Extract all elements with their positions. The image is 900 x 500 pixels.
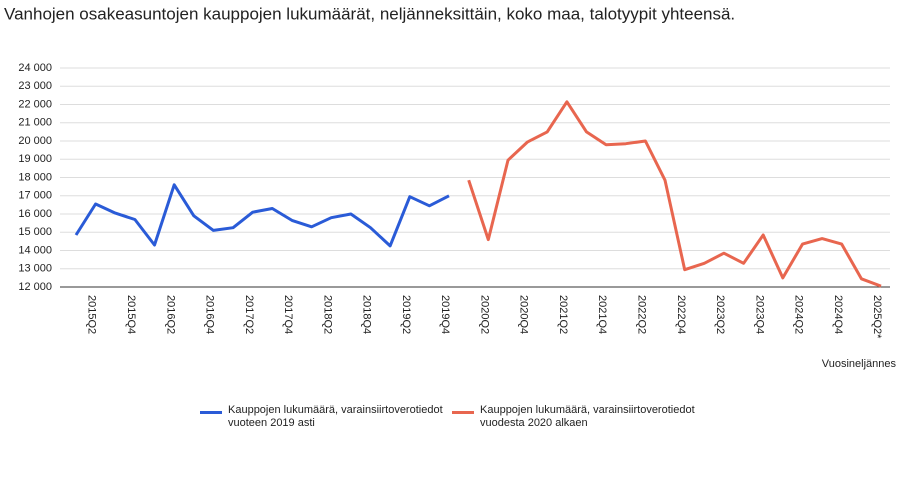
y-tick-label: 18 000 (18, 171, 52, 183)
y-tick-label: 22 000 (18, 98, 52, 110)
x-axis-label: Vuosineljännes (822, 358, 897, 370)
x-tick-label: 2021Q4 (596, 295, 608, 334)
x-tick-label: 2019Q4 (439, 295, 451, 334)
y-tick-label: 20 000 (18, 135, 52, 147)
y-tick-label: 21 000 (18, 117, 52, 129)
legend-item: Kauppojen lukumäärä, varainsiirtoverotie… (200, 404, 450, 430)
legend-swatch (200, 411, 222, 414)
legend-label: Kauppojen lukumäärä, varainsiirtoverotie… (228, 404, 443, 429)
x-tick-label: 2018Q4 (361, 295, 373, 334)
legend-item: Kauppojen lukumäärä, varainsiirtoverotie… (452, 404, 702, 430)
x-tick-label: 2021Q2 (557, 295, 569, 334)
x-tick-label: 2020Q2 (478, 295, 490, 334)
x-tick-label: 2023Q4 (753, 295, 765, 334)
x-tick-label: 2022Q2 (635, 295, 647, 334)
y-tick-label: 15 000 (18, 226, 52, 238)
legend-label: Kauppojen lukumäärä, varainsiirtoverotie… (480, 404, 695, 429)
x-tick-label: 2016Q4 (204, 295, 216, 334)
series-line (74, 183, 450, 248)
x-tick-label: 2017Q4 (282, 295, 294, 334)
y-tick-label: 16 000 (18, 208, 52, 220)
x-tick-label: 2015Q2 (86, 295, 98, 334)
y-tick-label: 14 000 (18, 244, 52, 256)
x-tick-label: 2018Q2 (321, 295, 333, 334)
y-tick-label: 19 000 (18, 153, 52, 165)
chart-title: Vanhojen osakeasuntojen kauppojen lukumä… (4, 4, 735, 23)
y-tick-label: 12 000 (18, 281, 52, 293)
x-tick-label: 2023Q2 (714, 295, 726, 334)
y-tick-label: 17 000 (18, 190, 52, 202)
x-tick-label: 2019Q2 (400, 295, 412, 334)
y-tick-label: 24 000 (18, 62, 52, 74)
x-tick-label: 2024Q4 (832, 295, 844, 334)
y-tick-label: 23 000 (18, 80, 52, 92)
x-tick-label: 2016Q2 (164, 295, 176, 334)
x-tick-label: 2015Q4 (125, 295, 137, 334)
legend-swatch (452, 411, 474, 414)
y-tick-label: 13 000 (18, 263, 52, 275)
series-line (467, 100, 882, 288)
x-tick-label: 2024Q2 (793, 295, 805, 334)
x-tick-label: 2020Q4 (518, 295, 530, 334)
x-tick-label: 2025Q2* (871, 295, 883, 339)
x-tick-label: 2017Q2 (243, 295, 255, 334)
x-tick-label: 2022Q4 (675, 295, 687, 334)
